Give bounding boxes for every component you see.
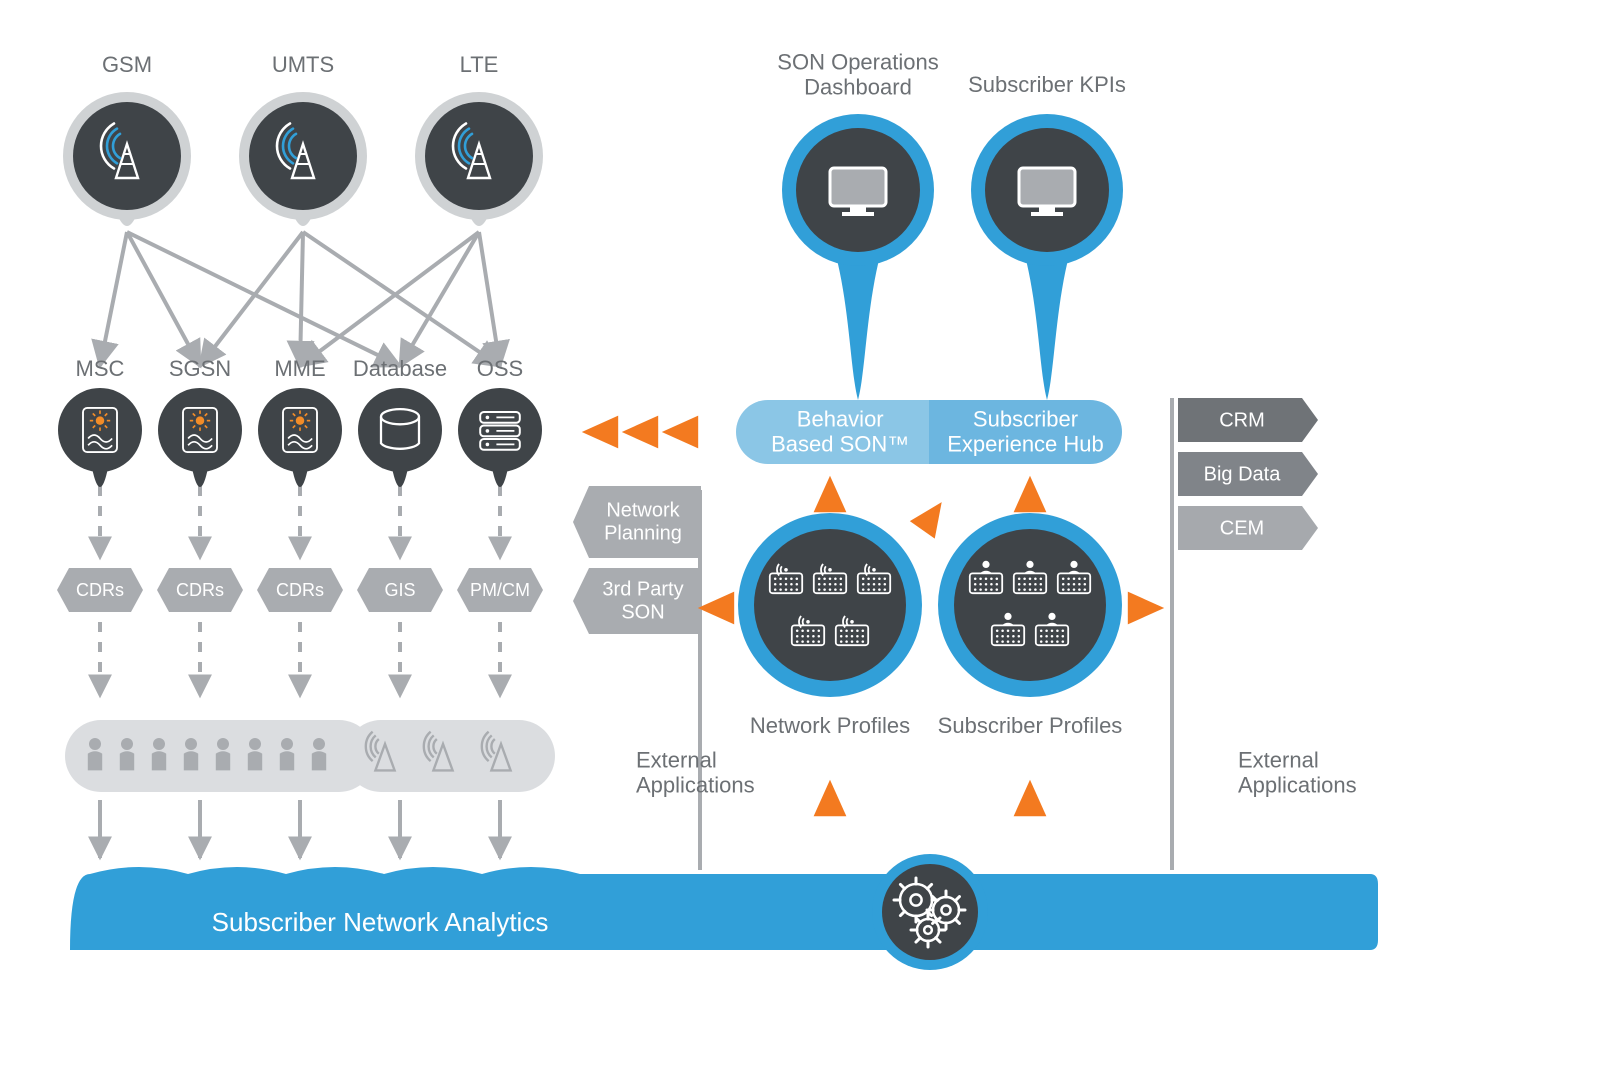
svg-text:ExternalApplications: ExternalApplications [1238,747,1357,797]
person-icon [152,738,166,770]
svg-text:GSM: GSM [102,52,152,77]
svg-text:CDRs: CDRs [76,580,124,600]
dashed-columns [100,486,500,858]
svg-text:Big Data: Big Data [1204,463,1282,485]
svg-text:Subscriber Profiles: Subscriber Profiles [938,713,1123,738]
ext-right: CRM Big Data CEM ExternalApplications [1172,398,1357,870]
svg-text:MSC: MSC [76,356,125,381]
svg-text:MME: MME [274,356,325,381]
diagram-stage: Subscriber Network Analytics GSM UMTS LTE SO… [0,0,1619,1072]
hex-tag-row: CDRs CDRs CDRs GIS PM/CM [57,568,543,612]
svg-text:SON OperationsDashboard: SON OperationsDashboard [777,49,938,99]
svg-text:SGSN: SGSN [169,356,231,381]
person-icon [184,738,198,770]
person-icon [312,738,326,770]
svg-text:LTE: LTE [460,52,499,77]
svg-text:GIS: GIS [384,580,415,600]
mid-node-row: MSC SGSN MME Database OSS [58,356,542,487]
svg-text:UMTS: UMTS [272,52,334,77]
svg-text:Network Profiles: Network Profiles [750,713,910,738]
bottom-bar: Subscriber Network Analytics [70,854,1378,970]
svg-text:CDRs: CDRs [276,580,324,600]
center-pill: BehaviorBased SON™SubscriberExperience H… [736,400,1122,464]
person-icon [120,738,134,770]
top-right-row: SON OperationsDashboard Subscriber KPIs [777,49,1126,400]
svg-text:CEM: CEM [1220,517,1264,539]
svg-text:CDRs: CDRs [176,580,224,600]
svg-text:Subscriber KPIs: Subscriber KPIs [968,72,1126,97]
person-icon [248,738,262,770]
person-icon [88,738,102,770]
person-icon [216,738,230,770]
svg-text:PM/CM: PM/CM [470,580,530,600]
ext-left: NetworkPlanning3rd PartySONExternalAppli… [573,486,755,870]
diagram-svg: Subscriber Network Analytics GSM UMTS LTE SO… [0,0,1619,1072]
svg-text:ExternalApplications: ExternalApplications [636,747,755,797]
rack-icon [480,412,520,450]
svg-text:CRM: CRM [1219,409,1265,431]
svg-text:Database: Database [353,356,447,381]
gray-cross-arrows [100,232,500,366]
svg-text:NetworkPlanning: NetworkPlanning [604,500,682,545]
left-pills [65,720,555,792]
svg-text:Subscriber Network Analytics: Subscriber Network Analytics [212,907,549,937]
person-icon [280,738,294,770]
svg-text:OSS: OSS [477,356,523,381]
top-tech-row: GSM UMTS LTE [63,52,543,226]
profile-medallions: Network Profiles Subscriber Profiles [738,513,1122,738]
